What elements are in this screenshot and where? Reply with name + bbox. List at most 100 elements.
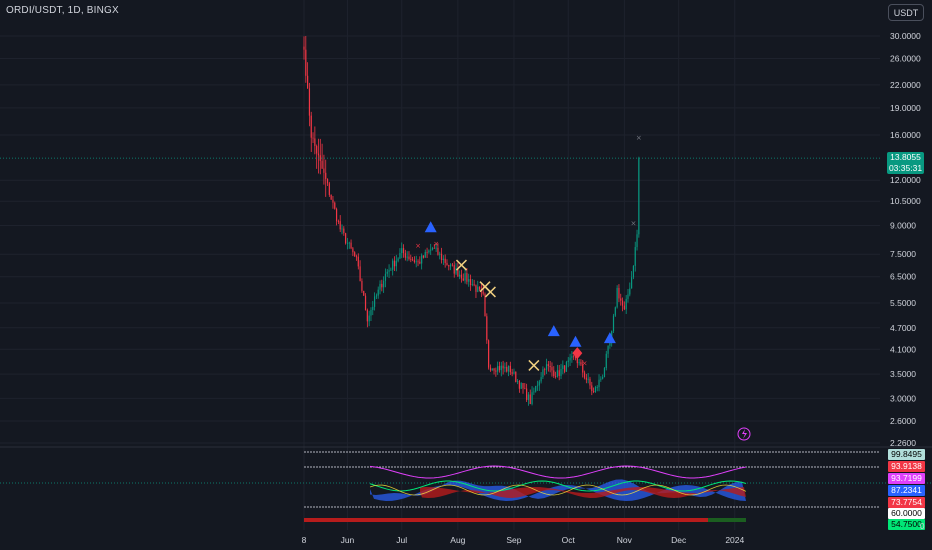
signal-markers: × × × × ×: [415, 134, 642, 371]
candle-body: [435, 247, 437, 249]
indicator-red-area: [420, 487, 746, 498]
candle-body: [582, 364, 584, 373]
candle-body: [585, 377, 587, 380]
signal-x-marker: [455, 259, 468, 271]
candle-body: [591, 385, 593, 392]
candle: [634, 241, 636, 272]
candle: [504, 362, 506, 373]
bar-countdown: 03:35:31: [888, 162, 923, 173]
candle-body: [509, 365, 511, 373]
candle-body: [469, 279, 472, 286]
candle-body: [310, 115, 312, 138]
candle: [542, 366, 544, 379]
price-tick-label: 7.5000: [890, 249, 916, 259]
candle-body: [475, 285, 477, 292]
candle: [573, 354, 575, 360]
candle-body: [511, 372, 513, 374]
candle-body: [623, 305, 625, 310]
candle: [406, 251, 408, 262]
candle: [516, 379, 519, 385]
candle-body: [399, 253, 401, 259]
indicator-status-bar-red: [304, 518, 708, 522]
price-tick-label: 4.1000: [890, 344, 916, 354]
current-price-value: 13.8055: [890, 152, 921, 162]
indicator-status-bar-green: [708, 518, 746, 522]
price-tick-label: 10.5000: [890, 196, 921, 206]
candle-body: [607, 345, 609, 354]
candle: [471, 278, 473, 287]
grid-lines: [0, 0, 880, 530]
candle-body: [478, 286, 481, 290]
candle-body: [314, 138, 316, 146]
candle: [526, 383, 528, 402]
candle-body: [393, 260, 396, 267]
small-cross-marker: ×: [433, 240, 439, 248]
candle-body: [402, 248, 405, 254]
candle: [328, 181, 330, 197]
candle-body: [430, 249, 432, 251]
candle: [386, 269, 388, 277]
signal-x-marker: [484, 286, 496, 298]
candle-body: [631, 277, 633, 289]
candle: [625, 295, 627, 315]
candle-body: [573, 356, 575, 358]
indicator-value-label: 73.7754: [888, 497, 925, 508]
candle: [350, 239, 352, 250]
candle: [477, 280, 479, 293]
candle-body: [325, 172, 327, 179]
candle: [513, 368, 515, 375]
candle-body: [629, 288, 631, 295]
candle: [348, 241, 350, 249]
candle-body: [326, 178, 329, 184]
candle-body: [488, 340, 490, 368]
candle-body: [540, 377, 542, 382]
candle: [627, 288, 629, 303]
time-tick-label: 2024: [725, 535, 744, 545]
candle-body: [316, 145, 318, 154]
candle-body: [339, 221, 341, 230]
candle-body: [345, 233, 347, 244]
candle: [440, 247, 443, 264]
candle-body: [392, 260, 394, 270]
candle: [502, 360, 504, 375]
candle: [332, 195, 334, 209]
candle: [421, 253, 423, 270]
candle: [460, 269, 463, 283]
candle-body: [616, 287, 618, 308]
candle-body: [621, 300, 624, 306]
candle-body: [335, 208, 338, 222]
candle: [462, 273, 464, 282]
candle-body: [551, 367, 553, 371]
candle: [437, 243, 439, 256]
candle: [343, 226, 345, 236]
candle-body: [602, 377, 604, 379]
candle: [303, 36, 305, 60]
candle: [339, 215, 341, 233]
price-tick-label: 4.7000: [890, 323, 916, 333]
candle-body: [603, 368, 606, 378]
candle: [373, 292, 376, 311]
candle-body: [453, 265, 455, 274]
candle: [582, 360, 584, 378]
candle: [594, 385, 597, 393]
candle: [538, 379, 540, 391]
candle-body: [352, 248, 354, 253]
indicator-pane: [0, 451, 932, 522]
candle-body: [363, 290, 365, 296]
candle-body: [328, 183, 330, 195]
candle: [402, 244, 405, 258]
candle: [620, 293, 622, 306]
candle-body: [498, 366, 501, 371]
candle-body: [372, 306, 374, 310]
candle-body: [491, 368, 493, 371]
candle-body: [355, 256, 358, 258]
candle-body: [493, 368, 495, 371]
candle: [547, 361, 549, 372]
candle-body: [594, 387, 597, 393]
candle-body: [560, 368, 562, 376]
currency-button[interactable]: USDT: [888, 4, 924, 21]
price-axis: 30.0000 26.0000 22.0000 19.0000 16.0000 12.00…: [890, 31, 921, 448]
price-tick-label: 16.0000: [890, 130, 921, 140]
candle-body: [535, 386, 537, 392]
